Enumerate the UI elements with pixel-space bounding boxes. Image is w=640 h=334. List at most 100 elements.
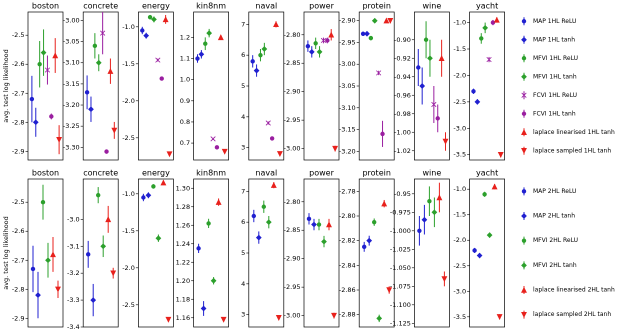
y-tick-label: -3.00	[284, 145, 301, 153]
y-tick-label: -3.2	[67, 269, 80, 277]
point	[258, 52, 263, 58]
point	[326, 221, 332, 228]
point	[151, 16, 157, 23]
y-tick-label: -0.92	[394, 54, 411, 62]
point	[155, 57, 161, 63]
point	[521, 148, 527, 154]
panel-frame	[414, 178, 450, 328]
point	[372, 219, 377, 225]
y-tick-label: -1.5	[122, 60, 135, 68]
y-tick-label: -2.9	[12, 314, 25, 322]
y-tick-label: -1.0	[122, 190, 135, 198]
point	[427, 55, 433, 62]
y-tick-label: -3.10	[63, 59, 80, 67]
point	[486, 56, 492, 63]
point	[166, 151, 173, 158]
y-tick-label: 1.1	[180, 55, 190, 63]
legend-label: laplace sampled 1HL tanh	[533, 147, 611, 154]
y-tick-label: -2.8	[12, 118, 25, 126]
point	[40, 200, 46, 205]
point	[496, 314, 503, 320]
point	[486, 232, 493, 239]
point	[220, 316, 227, 323]
point	[431, 101, 437, 108]
panel-frame	[358, 178, 395, 328]
y-tick-label: -3.10	[339, 104, 356, 112]
panel-title: energy	[142, 2, 170, 11]
panel-title: yacht	[476, 169, 498, 178]
point	[195, 56, 200, 61]
point	[521, 286, 527, 293]
point	[472, 248, 477, 253]
point	[371, 17, 378, 24]
legend-label: MFVI 1HL ReLU	[533, 55, 578, 62]
point	[100, 243, 107, 250]
point	[479, 36, 484, 41]
point	[521, 129, 527, 135]
y-tick-label: -1.000	[390, 227, 411, 235]
point	[196, 246, 201, 251]
point	[45, 257, 51, 264]
y-tick-label: 1.22	[176, 258, 190, 266]
point	[217, 34, 224, 41]
point	[366, 237, 373, 244]
panel-title: naval	[255, 2, 277, 11]
point	[521, 111, 527, 116]
point	[210, 136, 216, 142]
point	[203, 41, 208, 46]
y-tick-label: -0.975	[390, 208, 411, 216]
panel-frame	[248, 178, 285, 328]
y-tick-label: -3.15	[339, 126, 356, 134]
y-tick-label: 1.24	[176, 240, 190, 248]
point	[100, 30, 106, 36]
y-tick-label: -2.0	[453, 236, 466, 244]
point	[105, 216, 112, 223]
y-tick-label: -3.05	[63, 38, 80, 46]
point	[376, 70, 382, 76]
y-tick-label: -2.88	[339, 311, 356, 319]
point	[328, 31, 335, 38]
point	[521, 19, 527, 24]
panel-title: power	[309, 2, 334, 11]
point	[104, 149, 109, 154]
point	[417, 228, 422, 233]
point	[141, 195, 146, 200]
point	[162, 16, 169, 23]
y-tick-label: -1.025	[390, 245, 411, 253]
point	[362, 244, 367, 250]
point	[250, 59, 255, 64]
point	[421, 216, 428, 223]
panel-frame	[82, 178, 119, 328]
point	[521, 189, 527, 194]
panel-title: protein	[362, 2, 390, 11]
point	[206, 30, 213, 37]
point	[143, 32, 150, 39]
y-tick-label: -2.82	[339, 237, 356, 245]
y-tick-label: 1.20	[176, 277, 190, 285]
y-tick-label: -3.5	[453, 151, 466, 159]
y-tick-label: 3	[241, 311, 245, 319]
y-tick-label: -3.3	[67, 296, 80, 304]
point	[521, 56, 527, 61]
point	[427, 198, 432, 204]
y-tick-label: 7	[241, 20, 245, 28]
panel-title: wine	[423, 2, 442, 11]
point	[376, 315, 383, 322]
point	[255, 234, 262, 241]
y-tick-label: -3.0	[453, 287, 466, 295]
y-tick-label: -1.5	[122, 227, 135, 235]
point	[325, 38, 330, 43]
y-tick-label: -3.25	[63, 122, 80, 130]
point	[383, 17, 390, 24]
point	[368, 35, 374, 41]
legend-label: FCVI 1HL tanh	[533, 110, 576, 117]
point	[471, 89, 476, 94]
y-tick-label: -1.100	[390, 301, 411, 309]
point	[423, 37, 429, 42]
y-tick-label: -3.00	[339, 60, 356, 68]
y-tick-label: -2.5	[122, 134, 135, 142]
legend-label: MFVI 2HL ReLU	[533, 237, 578, 244]
point	[316, 48, 323, 55]
y-tick-label: -1.050	[390, 264, 411, 272]
point	[95, 192, 101, 198]
